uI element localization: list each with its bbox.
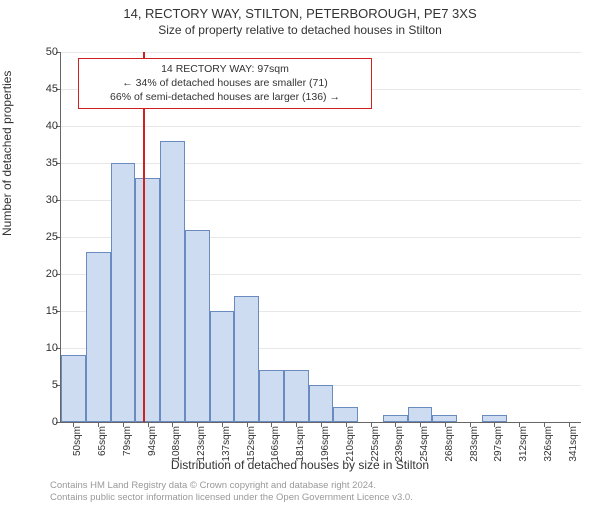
- xtick-label: 181sqm: [295, 426, 306, 476]
- xtick-label: 326sqm: [543, 426, 554, 476]
- ytick-label: 20: [30, 268, 58, 280]
- ytick-label: 50: [30, 46, 58, 58]
- xtick-label: 152sqm: [246, 426, 257, 476]
- annotation-box: 14 RECTORY WAY: 97sqm ← 34% of detached …: [78, 58, 372, 109]
- bar: [185, 230, 210, 422]
- annotation-line1: 14 RECTORY WAY: 97sqm: [85, 62, 365, 76]
- bar: [259, 370, 284, 422]
- bar: [111, 163, 136, 422]
- chart-subtitle: Size of property relative to detached ho…: [0, 23, 600, 37]
- xtick-label: 79sqm: [122, 426, 133, 476]
- ytick-label: 25: [30, 231, 58, 243]
- ytick-label: 0: [30, 416, 58, 428]
- xtick-label: 137sqm: [221, 426, 232, 476]
- xtick-label: 312sqm: [518, 426, 529, 476]
- bar: [432, 415, 457, 422]
- ytick-label: 40: [30, 120, 58, 132]
- xtick-label: 254sqm: [419, 426, 430, 476]
- ytick-label: 30: [30, 194, 58, 206]
- annotation-line2: ← 34% of detached houses are smaller (71…: [85, 76, 365, 90]
- xtick-label: 210sqm: [345, 426, 356, 476]
- xtick-label: 283sqm: [469, 426, 480, 476]
- bar: [61, 355, 86, 422]
- xtick-label: 108sqm: [171, 426, 182, 476]
- xtick-label: 225sqm: [370, 426, 381, 476]
- xtick-label: 297sqm: [493, 426, 504, 476]
- bar: [86, 252, 111, 422]
- attribution-line2: Contains public sector information licen…: [50, 492, 413, 503]
- bar: [383, 415, 408, 422]
- bar: [210, 311, 235, 422]
- ytick-label: 45: [30, 83, 58, 95]
- bar: [284, 370, 309, 422]
- xtick-label: 268sqm: [444, 426, 455, 476]
- gridline: [61, 126, 581, 127]
- xtick-label: 50sqm: [72, 426, 83, 476]
- bar: [234, 296, 259, 422]
- bar: [333, 407, 358, 422]
- ytick-label: 10: [30, 342, 58, 354]
- ytick-label: 15: [30, 305, 58, 317]
- gridline: [61, 52, 581, 53]
- bar: [408, 407, 433, 422]
- xtick-label: 123sqm: [196, 426, 207, 476]
- bar: [160, 141, 185, 422]
- bar: [482, 415, 507, 422]
- annotation-line3: 66% of semi-detached houses are larger (…: [85, 90, 365, 104]
- xtick-label: 341sqm: [568, 426, 579, 476]
- chart-title: 14, RECTORY WAY, STILTON, PETERBOROUGH, …: [0, 6, 600, 21]
- bar: [309, 385, 334, 422]
- y-axis-label: Number of detached properties: [0, 71, 14, 236]
- xtick-label: 65sqm: [97, 426, 108, 476]
- chart-container: 14, RECTORY WAY, STILTON, PETERBOROUGH, …: [0, 6, 600, 506]
- xtick-label: 239sqm: [394, 426, 405, 476]
- xtick-label: 94sqm: [147, 426, 158, 476]
- ytick-label: 5: [30, 379, 58, 391]
- attribution-line1: Contains HM Land Registry data © Crown c…: [50, 480, 413, 491]
- xtick-label: 166sqm: [270, 426, 281, 476]
- bar: [135, 178, 160, 422]
- gridline: [61, 163, 581, 164]
- ytick-label: 35: [30, 157, 58, 169]
- xtick-label: 196sqm: [320, 426, 331, 476]
